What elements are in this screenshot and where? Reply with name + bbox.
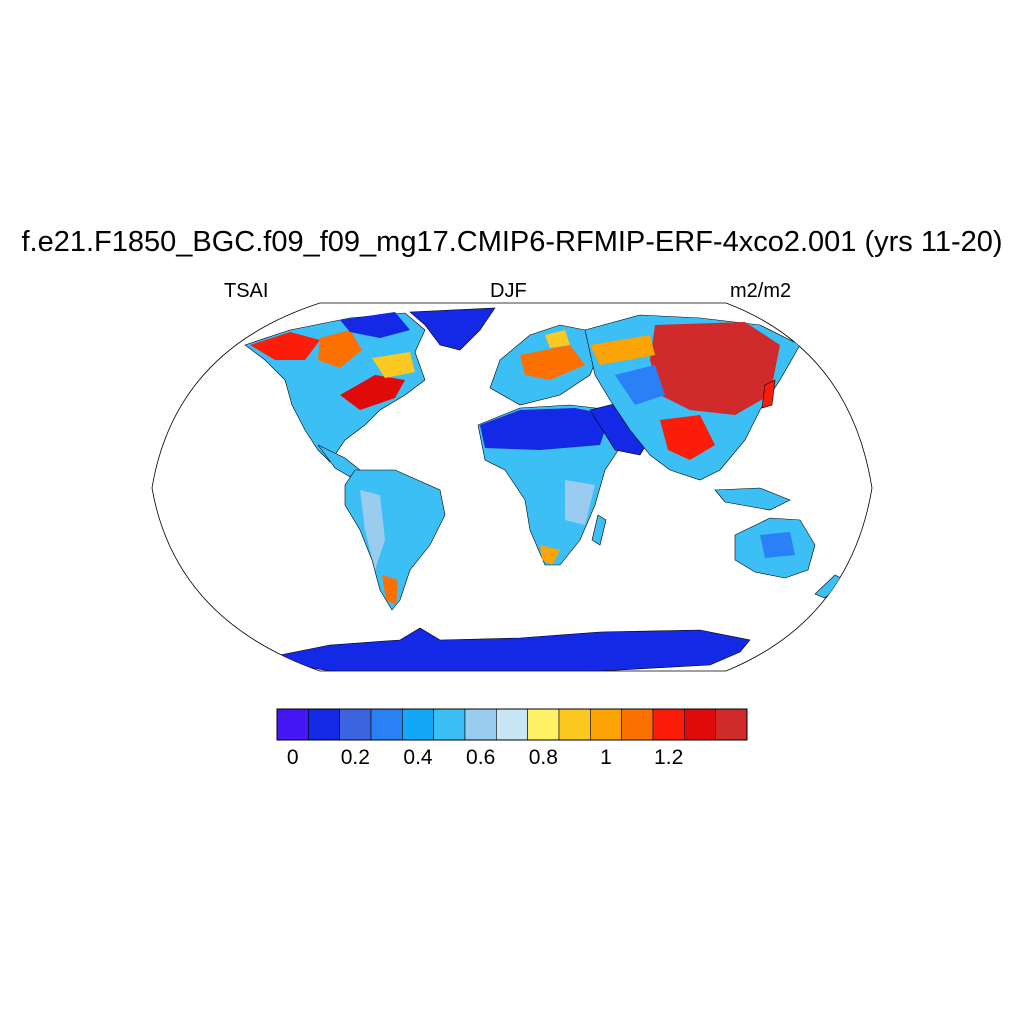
colorbar-cell — [496, 708, 528, 741]
colorbar-tick-label: 0.6 — [466, 746, 496, 769]
colorbar-cell — [276, 708, 309, 741]
variable-label: TSAI — [224, 280, 269, 302]
colorbar-cell — [339, 708, 372, 741]
colorbar-cell — [527, 708, 560, 741]
region-canada-high — [318, 330, 362, 368]
region-siberia-high — [650, 322, 780, 415]
colorbar-cell — [433, 708, 466, 741]
units-label: m2/m2 — [730, 280, 792, 302]
region-south-asia — [660, 415, 715, 460]
colorbar-tick-label: 1 — [600, 746, 612, 769]
colorbar-cell — [621, 708, 654, 741]
colorbar-tick-label: 0.8 — [528, 746, 558, 769]
colorbar-tick-label: 0.4 — [403, 746, 433, 769]
region-andes — [360, 490, 385, 570]
region-south-africa-high — [540, 545, 560, 565]
land-indonesia — [714, 487, 791, 511]
region-europe-high — [520, 345, 585, 380]
region-arctic-islands — [340, 312, 410, 338]
colorbar-cell — [715, 708, 748, 741]
colorbar-cell — [464, 708, 497, 741]
region-australia-inland — [760, 532, 795, 558]
colorbar-tick-label: 0.2 — [340, 746, 370, 769]
region-scandinavia — [545, 330, 570, 348]
colorbar-cell — [684, 708, 716, 741]
colorbar-tick-label: 1.2 — [654, 746, 684, 769]
colorbar-cell — [558, 708, 591, 741]
colorbar-frame — [276, 708, 748, 741]
colorbar-tick-label: 0 — [286, 746, 299, 769]
region-alaska-high — [250, 332, 320, 360]
colorbar-cell — [590, 708, 622, 741]
colorbar-cell — [370, 708, 403, 741]
region-east-us-high — [340, 375, 405, 410]
region-central-asia — [615, 365, 665, 405]
colorbar-cell — [308, 708, 340, 741]
land-greenland — [409, 307, 496, 351]
region-east-africa — [565, 480, 595, 525]
season-label: DJF — [490, 280, 527, 302]
colorbar-cell — [652, 708, 685, 741]
region-patagonia-high — [382, 575, 398, 605]
land-madagascar — [591, 514, 607, 546]
plot-title: f.e21.F1850_BGC.f09_f09_mg17.CMIP6-RFMIP… — [21, 226, 1003, 258]
region-west-siberia — [590, 335, 655, 365]
land-antarctica — [279, 627, 751, 671]
land-japan — [761, 379, 776, 409]
region-sahara — [480, 408, 610, 450]
region-canada-east — [372, 352, 415, 378]
colorbar-cell — [402, 708, 434, 741]
